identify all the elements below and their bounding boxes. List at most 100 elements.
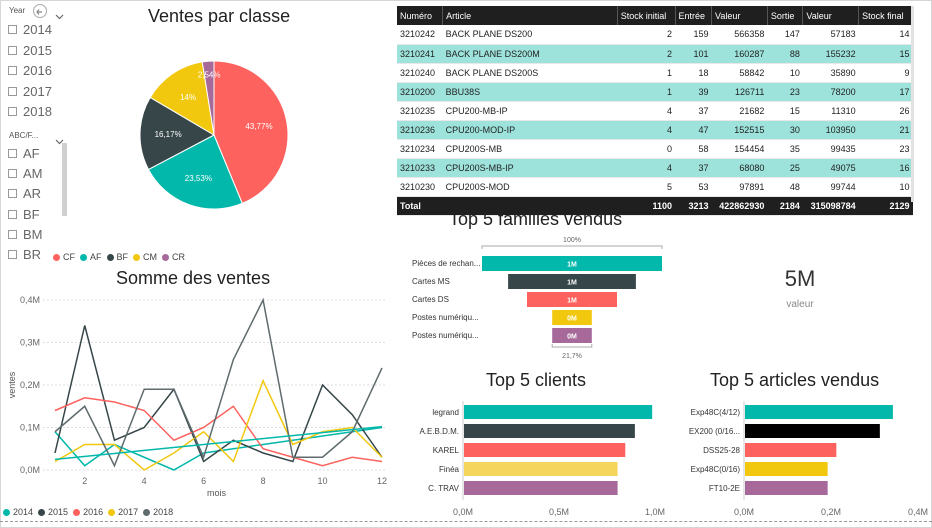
pie-legend-item[interactable]: CM: [133, 252, 157, 262]
table-header-cell[interactable]: Numéro: [397, 6, 444, 25]
table-cell: 35: [767, 139, 803, 159]
slicer-abc-item-label: BF: [23, 206, 40, 222]
checkbox[interactable]: [8, 229, 17, 239]
slicer-abc-item[interactable]: AM: [8, 166, 43, 181]
clients-tick-label: 0,5M: [549, 507, 569, 517]
table-cell: 15: [858, 44, 913, 64]
slicer-year-item[interactable]: 2014: [8, 22, 52, 37]
table-row[interactable]: 3210200 BBU38S 1 39 126711 23 78200 17: [397, 82, 913, 102]
slicer-abc-item[interactable]: AF: [8, 146, 40, 161]
table-cell: 49075: [802, 158, 859, 178]
line-legend-item[interactable]: 2018: [143, 507, 173, 517]
table-header-cell[interactable]: Valeur: [802, 6, 860, 25]
pie-data-label: 23,53%: [185, 174, 212, 183]
y-tick-label: 0,3M: [20, 338, 40, 348]
table-cell: 10: [767, 63, 803, 83]
checkbox[interactable]: [8, 209, 17, 219]
table-cell: 57183: [802, 25, 859, 45]
table-row[interactable]: 3210241 BACK PLANE DS200M 2 101 160287 88 1552…: [397, 44, 913, 64]
checkbox[interactable]: [8, 86, 17, 96]
funnel-value-label: 1M: [567, 280, 577, 287]
table-row[interactable]: 3210233 CPU200S-MB-IP 4 37 68080 25 49075 16: [397, 158, 913, 178]
line-series-2018: [54, 297, 383, 468]
pie-legend-item[interactable]: CF: [53, 252, 75, 262]
funnel-bar: [527, 292, 617, 307]
x-tick-label: 8: [261, 476, 266, 486]
funnel-value-label: 1M: [567, 298, 577, 305]
table-header-cell[interactable]: Valeur: [711, 6, 768, 25]
table-cell: BACK PLANE DS200S: [442, 63, 618, 83]
checkbox[interactable]: [8, 107, 17, 116]
table-total-cell: 2129: [858, 196, 913, 216]
table-cell: 3210241: [397, 44, 443, 64]
pie-chart-title: Ventes par classe: [148, 6, 291, 26]
articles-tick-label: 0,0M: [734, 507, 754, 517]
checkbox[interactable]: [8, 250, 17, 259]
pie-slice-cm: [149, 61, 215, 136]
clients-chart: legrand A.E.B.D.M. KAREL Finéa C. TRAV 0,0M 0,…: [419, 401, 665, 517]
funnel-bottom-bracket: [551, 344, 593, 348]
checkbox[interactable]: [8, 169, 17, 179]
table-cell: 88: [767, 44, 803, 64]
table-header-cell[interactable]: Stock final: [858, 6, 913, 25]
line-chart: 0,0M 0,1M 0,2M 0,3M 0,4M 2 4 6 8 10 12 mois ventes: [7, 295, 387, 498]
line-legend-item[interactable]: 2015: [38, 507, 68, 517]
table-row[interactable]: 3210230 CPU200S-MOD 5 53 97891 48 99744 10: [397, 177, 913, 197]
table-cell: 9: [858, 63, 913, 83]
slicer-year-item[interactable]: 2015: [8, 43, 52, 58]
slicer-year-chevron-icon[interactable]: [55, 7, 64, 25]
funnel-title: Top 5 familles vendus: [449, 209, 623, 229]
table-header-cell[interactable]: Article: [442, 6, 618, 25]
line-legend-item[interactable]: 2014: [3, 507, 33, 517]
clients-tick-label: 1,0M: [645, 507, 665, 517]
articles-bar: [745, 443, 837, 457]
pie-legend-item[interactable]: CR: [162, 252, 185, 262]
table-cell: 53: [675, 177, 712, 197]
table-header-cell[interactable]: Entrée: [675, 6, 713, 25]
table-cell: 4: [617, 120, 676, 140]
table-header-cell[interactable]: Sortie: [767, 6, 804, 25]
slicer-year-item[interactable]: 2018: [8, 104, 52, 119]
line-legend-item[interactable]: 2016: [73, 507, 103, 517]
slicer-abc-item[interactable]: BR: [8, 247, 41, 262]
table-cell: 99435: [802, 139, 859, 159]
slicer-abc-chevron-icon[interactable]: [55, 132, 64, 150]
table-header-cell[interactable]: Stock initial: [617, 6, 676, 25]
articles-bar: [745, 462, 828, 476]
slicer-abc-item[interactable]: BF: [8, 207, 40, 222]
slicer-year-item[interactable]: 2016: [8, 63, 52, 78]
x-tick-label: 2: [82, 476, 87, 486]
pie-legend: CF AF BF CM CR: [53, 252, 190, 262]
pie-legend-item[interactable]: AF: [80, 252, 102, 262]
table-scrollbar[interactable]: [911, 6, 914, 202]
table-cell: 21: [858, 120, 913, 140]
table-total-cell: 2184: [767, 196, 803, 216]
slicer-year-item[interactable]: 2017: [8, 84, 52, 99]
table-row[interactable]: 3210240 BACK PLANE DS200S 1 18 58842 10 35890 9: [397, 63, 913, 83]
pie-legend-label: CR: [172, 252, 186, 262]
slicer-abc-item[interactable]: AR: [8, 186, 41, 201]
checkbox[interactable]: [8, 45, 17, 55]
kpi-value: 5M: [784, 266, 816, 291]
checkbox[interactable]: [8, 189, 17, 199]
table-row[interactable]: 3210236 CPU200-MOD-IP 4 47 152515 30 103950 21: [397, 120, 913, 140]
x-tick-label: 4: [142, 476, 147, 486]
checkbox[interactable]: [8, 66, 17, 75]
table-row[interactable]: 3210235 CPU200-MB-IP 4 37 21682 15 11310 26: [397, 101, 913, 121]
slicer-abc-scrollbar[interactable]: [62, 143, 67, 216]
table-cell: 78200: [802, 82, 859, 102]
checkbox[interactable]: [8, 25, 17, 34]
slicer-abc-item[interactable]: BM: [8, 227, 43, 242]
pie-legend-item[interactable]: BF: [106, 252, 128, 262]
funnel-value-label: 0M: [567, 334, 577, 341]
table-cell: 152515: [711, 120, 768, 140]
line-legend-item[interactable]: 2017: [108, 507, 138, 517]
legend-marker: [38, 508, 46, 516]
table-cell: 2: [617, 25, 676, 45]
y-axis-label: ventes: [7, 371, 17, 398]
table-row[interactable]: 3210242 BACK PLANE DS200 2 159 566358 147 5718…: [397, 25, 913, 45]
back-arrow-icon[interactable]: [33, 4, 47, 18]
table-cell: 566358: [711, 25, 768, 45]
table-row[interactable]: 3210234 CPU200S-MB 0 58 154454 35 99435 23: [397, 139, 913, 159]
checkbox[interactable]: [8, 149, 17, 158]
